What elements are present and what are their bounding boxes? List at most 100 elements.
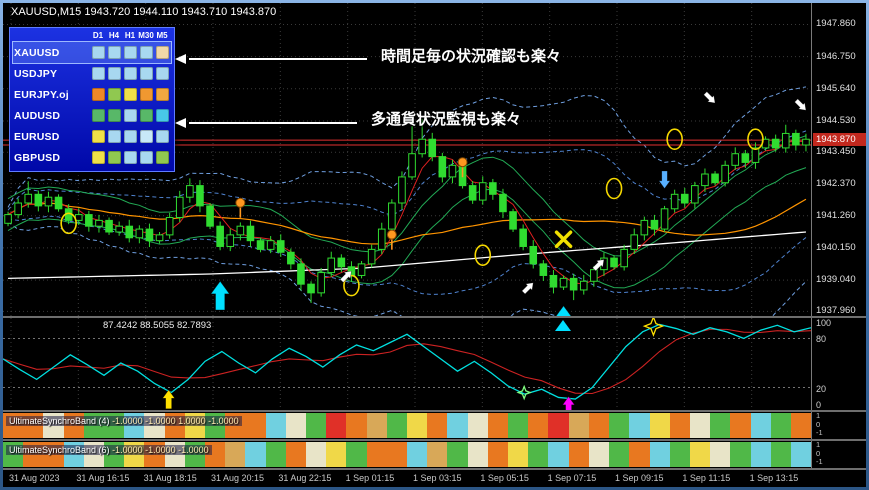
- candle-body: [468, 185, 477, 201]
- status-cell: [107, 67, 121, 80]
- status-cell: [91, 130, 105, 143]
- candle-body: [539, 263, 548, 276]
- watch-row-audusd[interactable]: AUDUSD: [13, 105, 171, 126]
- synchro-segment: [629, 442, 650, 467]
- synchro-band-panel-2[interactable]: UltimateSynchroBand (6) -1.0000 -1.0000 …: [3, 441, 812, 468]
- panel-separator[interactable]: [3, 316, 866, 318]
- axis-label: 0: [816, 419, 821, 429]
- watch-row-gbpusd[interactable]: GBPUSD: [13, 147, 171, 168]
- synchro-segment: [306, 442, 327, 467]
- synchro-segment: [609, 413, 630, 438]
- synchro-segment: [588, 442, 610, 467]
- status-cell: [155, 130, 169, 143]
- candle-body: [297, 263, 305, 285]
- sell-arrow-icon: [658, 170, 671, 190]
- axis-label: 1947.860: [816, 18, 856, 30]
- panel-separator[interactable]: [3, 439, 866, 441]
- watch-row-usdjpy[interactable]: USDJPY: [13, 63, 171, 84]
- stoch-main-line: [3, 323, 811, 400]
- candle-body: [377, 228, 386, 250]
- stochastic-chart[interactable]: [3, 318, 811, 410]
- candle-body: [640, 219, 649, 236]
- signal-circle-icon: [605, 177, 623, 200]
- candle-body: [115, 225, 123, 233]
- indicator-values: -1.0000 -1.0000 -1.0000: [112, 445, 209, 455]
- axis-label: 0: [816, 448, 821, 458]
- candle-body: [590, 269, 598, 282]
- candle-body: [175, 196, 184, 218]
- watch-row-eurjpyoj[interactable]: EURJPY.oj: [13, 84, 171, 105]
- candle-body: [317, 272, 325, 294]
- annotation-arrow-1: [189, 58, 367, 60]
- axis-label: 1944.530: [816, 114, 856, 126]
- stoch-signal-line: [3, 328, 811, 395]
- main-chart-panel[interactable]: XAUUSD,M15 1943.720 1944.110 1943.710 19…: [3, 3, 811, 316]
- panel-separator[interactable]: [3, 468, 866, 470]
- synchro-segment: [447, 413, 468, 438]
- candle-body: [569, 277, 578, 291]
- status-cell: [155, 88, 169, 101]
- status-cell: [91, 109, 105, 122]
- candle-body: [499, 193, 507, 213]
- panel-separator[interactable]: [3, 410, 866, 412]
- watch-row-eurusd[interactable]: EURUSD: [13, 126, 171, 147]
- synchro-segment: [609, 442, 630, 467]
- axis-label: 1942.370: [816, 177, 856, 189]
- status-cell: [91, 46, 105, 59]
- buy-arrow-icon: [210, 280, 230, 311]
- watch-row-xauusd[interactable]: XAUUSD: [12, 41, 172, 64]
- candle-body: [145, 228, 154, 242]
- candle-body: [307, 283, 315, 294]
- status-cell: [139, 109, 153, 122]
- candle-body: [125, 225, 134, 239]
- indicator-values: -1.0000 -1.0000 1.0000 -1.0000: [112, 416, 239, 426]
- time-label: 31 Aug 18:15: [143, 473, 197, 483]
- status-cell: [123, 46, 137, 59]
- synchro-segment: [447, 442, 468, 467]
- candle-body: [85, 214, 93, 227]
- status-cell: [139, 67, 153, 80]
- axis-label: 1: [816, 411, 821, 420]
- candle-body: [44, 196, 53, 207]
- candle-body: [711, 173, 719, 184]
- time-label: 31 Aug 2023: [9, 473, 60, 483]
- synchro-band-panel-1[interactable]: UltimateSynchroBand (4) -1.0000 -1.0000 …: [3, 412, 812, 439]
- axis-label: 1945.640: [816, 82, 856, 94]
- candle-body: [691, 185, 699, 204]
- price-axis[interactable]: 1943.870 1947.860 1946.750 1945.640 1944.53…: [811, 3, 866, 470]
- candle-body: [398, 176, 406, 204]
- synchro-segment: [548, 413, 569, 438]
- axis-label: -1: [816, 428, 823, 437]
- candle-body: [196, 185, 204, 207]
- axis-label: 1937.960: [816, 305, 856, 317]
- axis-label: 0: [816, 400, 822, 410]
- candle-body: [792, 132, 800, 146]
- slow-ma-white: [8, 231, 807, 280]
- status-cell: [139, 88, 153, 101]
- candle-body: [186, 185, 194, 198]
- synchro-segment: [770, 413, 791, 438]
- time-label: 1 Sep 01:15: [345, 473, 395, 483]
- candle-body: [610, 257, 618, 268]
- axis-label: -1: [816, 457, 823, 466]
- candle-body: [418, 138, 426, 155]
- chart-title: XAUUSD,M15 1943.720 1944.110 1943.710 19…: [11, 6, 277, 18]
- down-signal-arrow-icon: [703, 91, 716, 104]
- pattern-pin-icon: [235, 197, 246, 208]
- axis-label: 1939.040: [816, 274, 856, 286]
- synchro-segment: [366, 413, 387, 438]
- candle-body: [438, 156, 447, 178]
- candle-body: [731, 153, 740, 166]
- candle-body: [549, 274, 558, 288]
- annotation-timeframe-check: 時間足毎の状況確認も楽々: [381, 48, 562, 65]
- time-label: 1 Sep 03:15: [413, 473, 462, 483]
- synchro-segment: [649, 442, 670, 467]
- stochastic-panel[interactable]: 87.4242 88.5055 82.7893: [3, 318, 811, 410]
- candle-body: [721, 164, 729, 184]
- multi-currency-watch-panel[interactable]: D1 H4 H1 M30 M5 XAUUSD USDJPY EURJPY.oj AUDUSD E…: [9, 27, 175, 172]
- medium-ma-orange: [7, 198, 807, 245]
- synchro-label-1: UltimateSynchroBand (4) -1.0000 -1.0000 …: [6, 416, 242, 426]
- time-axis[interactable]: 31 Aug 2023 31 Aug 16:15 31 Aug 18:15 31 Au…: [3, 471, 866, 487]
- candle-body: [4, 214, 12, 224]
- axis-label: 80: [816, 334, 827, 345]
